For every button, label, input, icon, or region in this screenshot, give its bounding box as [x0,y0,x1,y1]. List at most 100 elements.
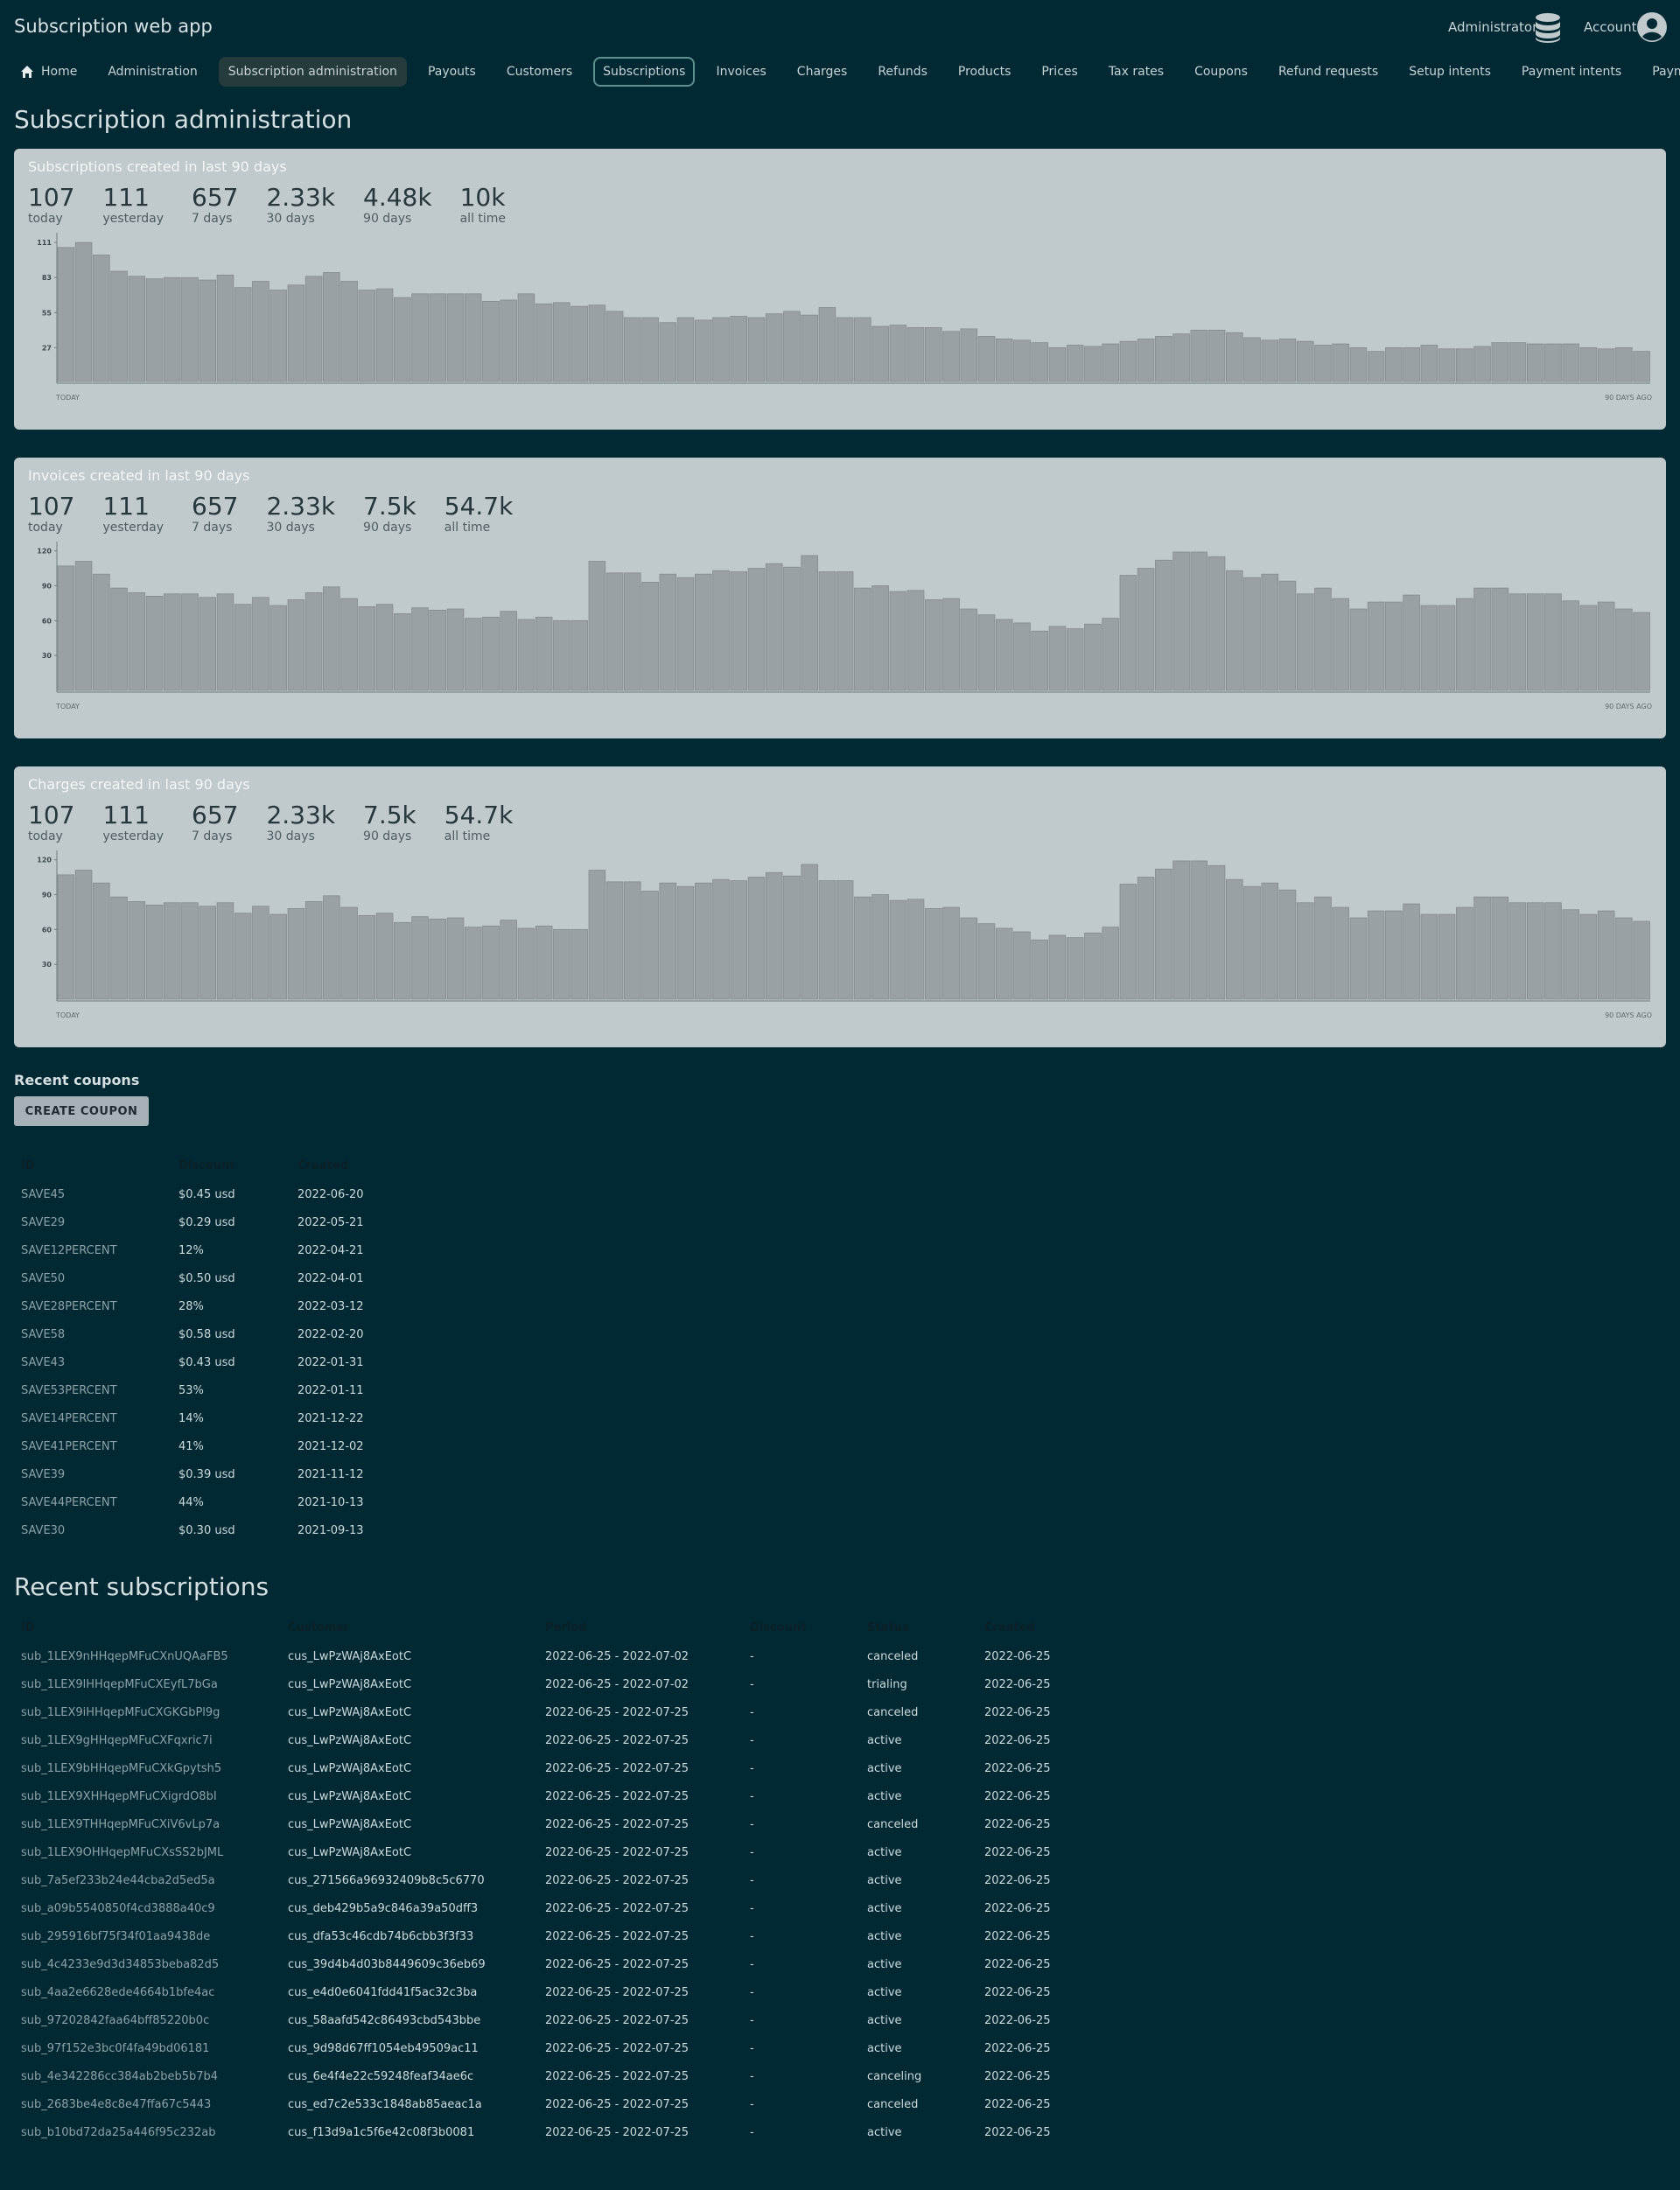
bar [1491,896,1509,1000]
home-icon [21,66,33,78]
bar [765,563,783,691]
stat-label: 30 days [266,212,315,226]
nav-item[interactable]: Refunds [868,57,937,87]
row-id[interactable]: sub_1LEX9THHqepMFuCXiV6vLp7a [21,1818,220,1831]
account[interactable]: Account [1584,19,1637,35]
row-id[interactable]: SAVE30 [21,1524,66,1537]
row-id[interactable]: sub_4aa2e6628ede4664b1bfe4ac [21,1986,215,1999]
bar [1102,618,1119,691]
row-id[interactable]: SAVE50 [21,1272,66,1285]
row-id[interactable]: sub_295916bf75f34f01aa9438de [21,1930,211,1943]
nav-item[interactable]: Charges [788,57,858,87]
bar [252,906,270,1000]
bar [1349,346,1368,382]
row-id[interactable]: SAVE14PERCENT [21,1412,117,1425]
stat-value: 4.48k [363,183,432,212]
bar [394,297,411,382]
bar [145,596,164,691]
bar [836,571,854,691]
bar [1438,348,1456,382]
table-cell: cus_39d4b4d03b8449609c36eb69 [288,1958,486,1971]
table-cell: 2022-06-25 - 2022-07-25 [545,1986,690,1999]
bar [995,619,1013,691]
stat-label: 30 days [266,521,315,535]
y-tick-label: 83 [42,274,52,282]
y-tick-label: 60 [42,926,52,934]
nav-item[interactable]: Coupons [1185,57,1257,87]
nav-item[interactable]: Prices [1032,57,1087,87]
row-id[interactable]: SAVE12PERCENT [21,1244,117,1257]
nav-item[interactable]: Subscription administration [218,57,407,87]
row-id[interactable]: sub_7a5ef233b24e44cba2d5ed5a [21,1874,215,1887]
stat: 4.48k 90 days [363,183,432,227]
table-cell: 2022-06-25 - 2022-07-25 [545,1846,690,1859]
row-id[interactable]: sub_1LEX9nHHqepMFuCXnUQAaFB5 [21,1650,228,1663]
nav-item[interactable]: Products [948,57,1020,87]
row-id[interactable]: SAVE41PERCENT [21,1440,117,1453]
row-id[interactable]: SAVE29 [21,1216,66,1229]
nav-item[interactable]: Home [10,57,87,87]
y-tick-label: 30 [42,652,52,660]
bar [1031,342,1048,382]
nav-item[interactable]: Invoices [706,57,775,87]
bar [1031,630,1048,691]
row-id[interactable]: sub_97202842faa64bff85220b0c [21,2014,210,2027]
row-id[interactable]: SAVE53PERCENT [21,1384,117,1397]
nav-item[interactable]: Payment methods [1642,57,1680,87]
nav-item[interactable]: Payment intents [1512,57,1631,87]
nav-item[interactable]: Administration [98,57,206,87]
stats: 107 today 111 yesterday 657 7 days 2.33k 30 day… [28,493,541,535]
row-id[interactable]: sub_4c4233e9d3d34853beba82d5 [21,1958,220,1971]
bar [1296,340,1314,382]
bar [323,272,340,382]
row-id[interactable]: sub_97f152e3bc0f4fa49bd06181 [21,2042,210,2055]
row-id[interactable]: SAVE44PERCENT [21,1496,117,1509]
nav-label: Refunds [878,65,928,79]
bar [977,923,996,1000]
row-id[interactable]: sub_1LEX9XHHqepMFuCXigrdO8bI [21,1790,217,1803]
bar [1597,910,1615,1000]
bar [1349,608,1368,691]
table-cell: cus_LwPzWAj8AxEotC [288,1650,412,1663]
row-id[interactable]: sub_b10bd72da25a446f95c232ab [21,2126,216,2139]
account-icon[interactable] [1636,11,1668,43]
row-id[interactable]: SAVE43 [21,1356,66,1369]
bar [74,241,93,382]
row-id[interactable]: sub_2683be4e8c8e47ffa67c5443 [21,2098,212,2111]
database-icon[interactable] [1534,12,1562,44]
bar [695,882,712,1000]
table-cell: 2021-11-12 [298,1468,364,1481]
stat-label: all time [444,521,491,535]
table-cell: 2022-06-25 - 2022-07-25 [545,1930,690,1943]
bar [429,293,447,382]
create-coupon-button[interactable]: CREATE COUPON [14,1096,149,1126]
bar [801,314,818,382]
user-role[interactable]: Administrator [1448,19,1538,35]
nav-item[interactable]: Tax rates [1099,57,1173,87]
table-cell: cus_ed7c2e533c1848ab85aeac1a [288,2098,482,2111]
nav-item[interactable]: Setup intents [1399,57,1501,87]
row-id[interactable]: SAVE39 [21,1468,66,1481]
row-id[interactable]: sub_1LEX9lHHqepMFuCXEyfL7bGa [21,1678,218,1691]
row-id[interactable]: SAVE45 [21,1188,66,1201]
row-id[interactable]: sub_1LEX9bHHqepMFuCXkGpytsh5 [21,1762,222,1775]
row-id[interactable]: SAVE28PERCENT [21,1300,117,1313]
bar [1579,605,1598,691]
row-id[interactable]: sub_1LEX9OHHqepMFuCXsSS2bJML [21,1846,224,1859]
row-id[interactable]: sub_1LEX9iHHqepMFuCXGKGbPl9g [21,1706,220,1719]
row-id[interactable]: sub_a09b5540850f4cd3888a40c9 [21,1902,215,1915]
table-cell: 14% [178,1412,204,1425]
nav-item[interactable]: Payouts [418,57,486,87]
bar [446,608,465,691]
nav-item[interactable]: Subscriptions [593,57,696,87]
nav-item[interactable]: Customers [497,57,582,87]
row-id[interactable]: SAVE58 [21,1328,66,1341]
stat-label: 90 days [363,829,412,843]
stat-label: all time [444,829,491,843]
row-id[interactable]: sub_1LEX9gHHqepMFuCXFqxric7i [21,1734,213,1747]
nav-item[interactable]: Refund requests [1269,57,1388,87]
row-id[interactable]: sub_4e342286cc384ab2beb5b7b4 [21,2070,219,2083]
bar [889,325,907,382]
chart-title: Charges created in last 90 days [28,776,250,793]
bar [446,293,465,382]
